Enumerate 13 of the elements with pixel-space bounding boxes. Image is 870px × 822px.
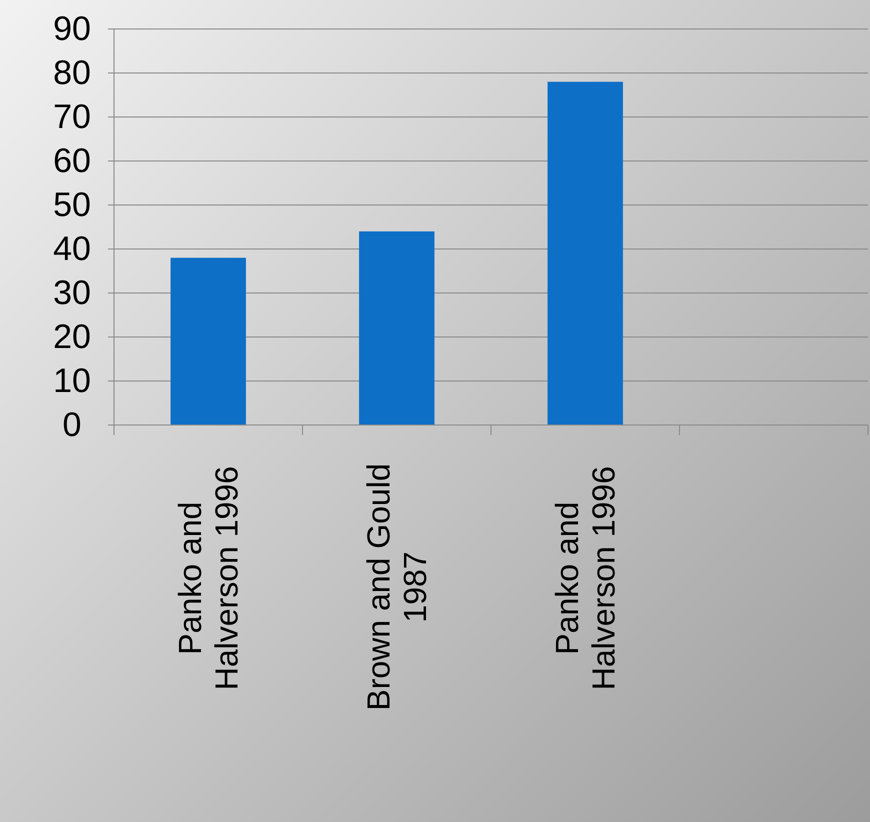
y-tick-label: 10 — [53, 362, 91, 400]
y-tick-label: 0 — [62, 406, 82, 444]
y-tick-label: 30 — [53, 274, 91, 312]
y-tick-label: 90 — [53, 10, 91, 48]
y-tick-label: 20 — [53, 318, 91, 356]
y-tick-label: 50 — [53, 186, 91, 224]
x-tick-label: Panko and Halverson 1996 — [548, 466, 622, 690]
y-tick-label: 70 — [53, 98, 91, 136]
x-tick-label: Brown and Gould 1987 — [360, 463, 434, 711]
y-tick-label: 40 — [53, 230, 91, 268]
x-tick-label: Panko and Halverson 1996 — [172, 466, 245, 690]
y-tick-label: 80 — [53, 54, 91, 92]
y-tick-label: 60 — [53, 142, 91, 180]
